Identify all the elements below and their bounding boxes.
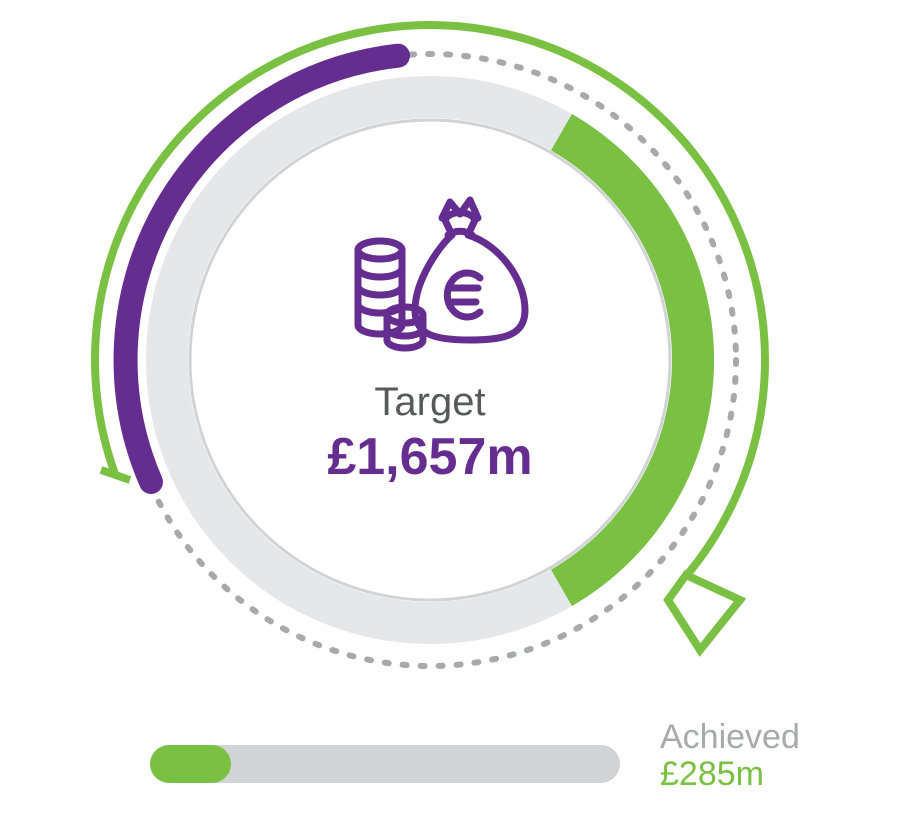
target-value: £1,657m bbox=[280, 427, 580, 487]
infographic-stage: Target £1,657m Achieved £285m bbox=[0, 0, 899, 835]
target-label: Target bbox=[280, 380, 580, 425]
target-block: Target £1,657m bbox=[280, 380, 580, 487]
achieved-value: £285m bbox=[660, 755, 800, 794]
achieved-block: Achieved £285m bbox=[660, 718, 800, 794]
swoop-arrowhead bbox=[668, 575, 740, 650]
inner-disc bbox=[190, 120, 670, 600]
progress-fill bbox=[150, 745, 231, 783]
achieved-label: Achieved bbox=[660, 718, 800, 757]
swoop-start-cap bbox=[101, 470, 130, 480]
